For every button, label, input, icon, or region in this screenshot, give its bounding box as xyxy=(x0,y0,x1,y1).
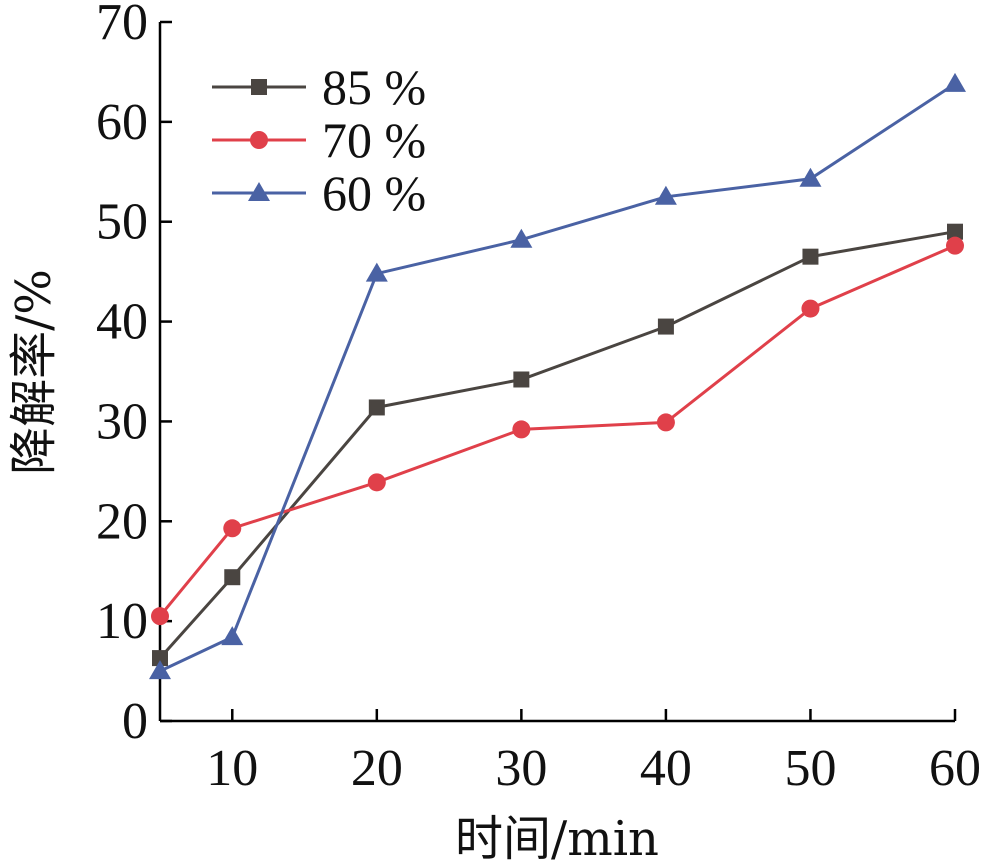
x-tick-label: 40 xyxy=(640,740,692,797)
legend-marker xyxy=(250,131,268,149)
legend-item: 85 % xyxy=(212,59,426,115)
legend-label: 70 % xyxy=(322,112,426,168)
data-point xyxy=(224,569,241,586)
x-tick-label: 20 xyxy=(351,740,403,797)
series-2 xyxy=(151,236,964,626)
data-point xyxy=(799,167,822,187)
data-point xyxy=(944,72,966,92)
x-tick-label: 30 xyxy=(495,740,547,797)
data-point xyxy=(510,228,533,248)
data-point xyxy=(367,473,386,492)
data-point xyxy=(512,420,531,439)
series-line xyxy=(158,230,956,660)
series-1 xyxy=(152,223,963,667)
x-tick-label: 10 xyxy=(206,740,258,797)
data-point xyxy=(947,223,963,240)
legend: 85 %70 %60 % xyxy=(212,59,426,221)
y-tick-label: 40 xyxy=(96,294,148,351)
y-tick-label: 70 xyxy=(96,0,148,51)
x-tick-label: 50 xyxy=(784,740,836,797)
data-point xyxy=(221,626,244,646)
y-axis-title: 降解率/% xyxy=(6,269,62,475)
data-point xyxy=(654,185,677,205)
series-line xyxy=(158,244,956,618)
data-point xyxy=(223,519,242,538)
y-ticks: 0 10 20 30 40 50 60 70 xyxy=(96,0,172,750)
legend-label: 60 % xyxy=(322,165,426,221)
data-point xyxy=(151,607,169,626)
data-point xyxy=(152,650,168,667)
y-tick-label: 60 xyxy=(96,94,148,151)
y-tick-label: 50 xyxy=(96,194,148,251)
data-point xyxy=(513,371,530,388)
x-tick-label: 60 xyxy=(929,740,981,797)
legend-item: 60 % xyxy=(212,165,426,221)
axes xyxy=(158,22,955,723)
y-tick-label: 10 xyxy=(96,593,148,650)
y-tick-label: 20 xyxy=(96,493,148,550)
legend-marker xyxy=(251,79,267,95)
x-axis-title: 时间/min xyxy=(455,811,659,864)
data-point xyxy=(801,299,820,318)
legend-label: 85 % xyxy=(322,59,426,115)
x-ticks: 10 20 30 40 50 60 xyxy=(206,709,981,797)
legend-marker xyxy=(248,182,270,201)
data-point xyxy=(656,413,675,432)
data-point xyxy=(657,318,674,335)
data-point xyxy=(368,399,385,416)
series-3 xyxy=(149,72,966,680)
data-point xyxy=(149,660,171,680)
y-tick-label: 0 xyxy=(122,693,148,750)
legend-item: 70 % xyxy=(212,112,426,168)
y-tick-label: 30 xyxy=(96,393,148,450)
data-point xyxy=(802,248,819,265)
series-layer xyxy=(149,72,966,680)
series-line xyxy=(159,82,956,673)
data-point xyxy=(946,236,964,255)
data-point xyxy=(365,262,388,282)
